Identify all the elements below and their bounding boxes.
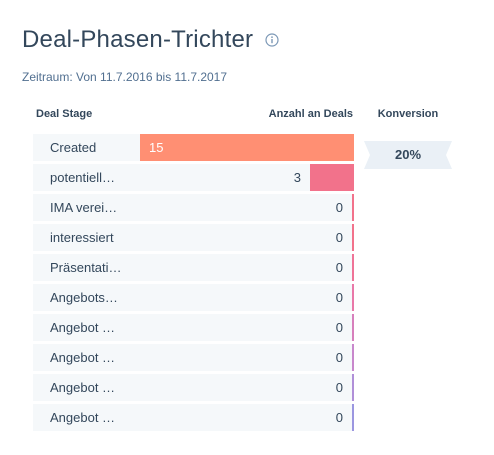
stage-label: Created [50,140,97,155]
funnel-row[interactable]: Angebot … 0 [33,344,354,371]
stage-label: Angebots… [50,290,118,305]
funnel-bar[interactable] [140,134,354,161]
bar-value: 0 [335,350,343,365]
stage-label: Angebot … [50,380,116,395]
funnel-chart: Created 15 potentiell… 3 IMA verei… 0 interess… [33,134,354,434]
funnel-bar[interactable] [352,284,354,311]
funnel-row[interactable]: Created 15 [33,134,354,161]
funnel-bar[interactable] [352,194,354,221]
bar-value: 0 [335,260,343,275]
funnel-bar[interactable] [352,254,354,281]
funnel-row[interactable]: Angebot … 0 [33,314,354,341]
info-icon[interactable] [265,33,279,47]
funnel-row[interactable]: interessiert 0 [33,224,354,251]
funnel-row[interactable]: IMA verei… 0 [33,194,354,221]
bar-value: 0 [335,200,343,215]
page-title: Deal-Phasen-Trichter [22,26,254,53]
funnel-bar[interactable] [352,404,354,431]
bar-value: 0 [335,380,343,395]
funnel-bar[interactable] [352,344,354,371]
bar-value: 0 [335,320,343,335]
stage-label: IMA verei… [50,200,118,215]
funnel-bar[interactable] [352,374,354,401]
column-header-count: Anzahl an Deals [268,108,353,120]
conversion-badge: 20% [364,141,452,169]
funnel-row[interactable]: potentiell… 3 [33,164,354,191]
stage-label: Angebot … [50,410,116,425]
bar-value: 0 [335,290,343,305]
stage-label: Angebot … [50,350,116,365]
date-range-text: Zeitraum: Von 11.7.2016 bis 11.7.2017 [22,70,228,84]
stage-label: Angebot … [50,320,116,335]
title-row: Deal-Phasen-Trichter [22,26,279,54]
funnel-bar[interactable] [310,164,354,191]
conversion-badge-shape [364,141,452,169]
funnel-row[interactable]: Angebot … 0 [33,374,354,401]
column-header-conversion: Konversion [377,108,439,120]
funnel-row[interactable]: Angebot … 0 [33,404,354,431]
funnel-row[interactable]: Angebots… 0 [33,284,354,311]
funnel-bar[interactable] [352,224,354,251]
stage-label: Präsentati… [50,260,122,275]
stage-label: potentiell… [50,170,116,185]
bar-value: 0 [335,410,343,425]
bar-value: 15 [149,140,164,155]
stage-label: interessiert [50,230,114,245]
column-header-stage: Deal Stage [36,108,93,120]
conversion-value: 20% [394,147,422,162]
bar-value: 0 [335,230,343,245]
funnel-bar[interactable] [352,314,354,341]
bar-value: 3 [293,170,301,185]
funnel-row[interactable]: Präsentati… 0 [33,254,354,281]
